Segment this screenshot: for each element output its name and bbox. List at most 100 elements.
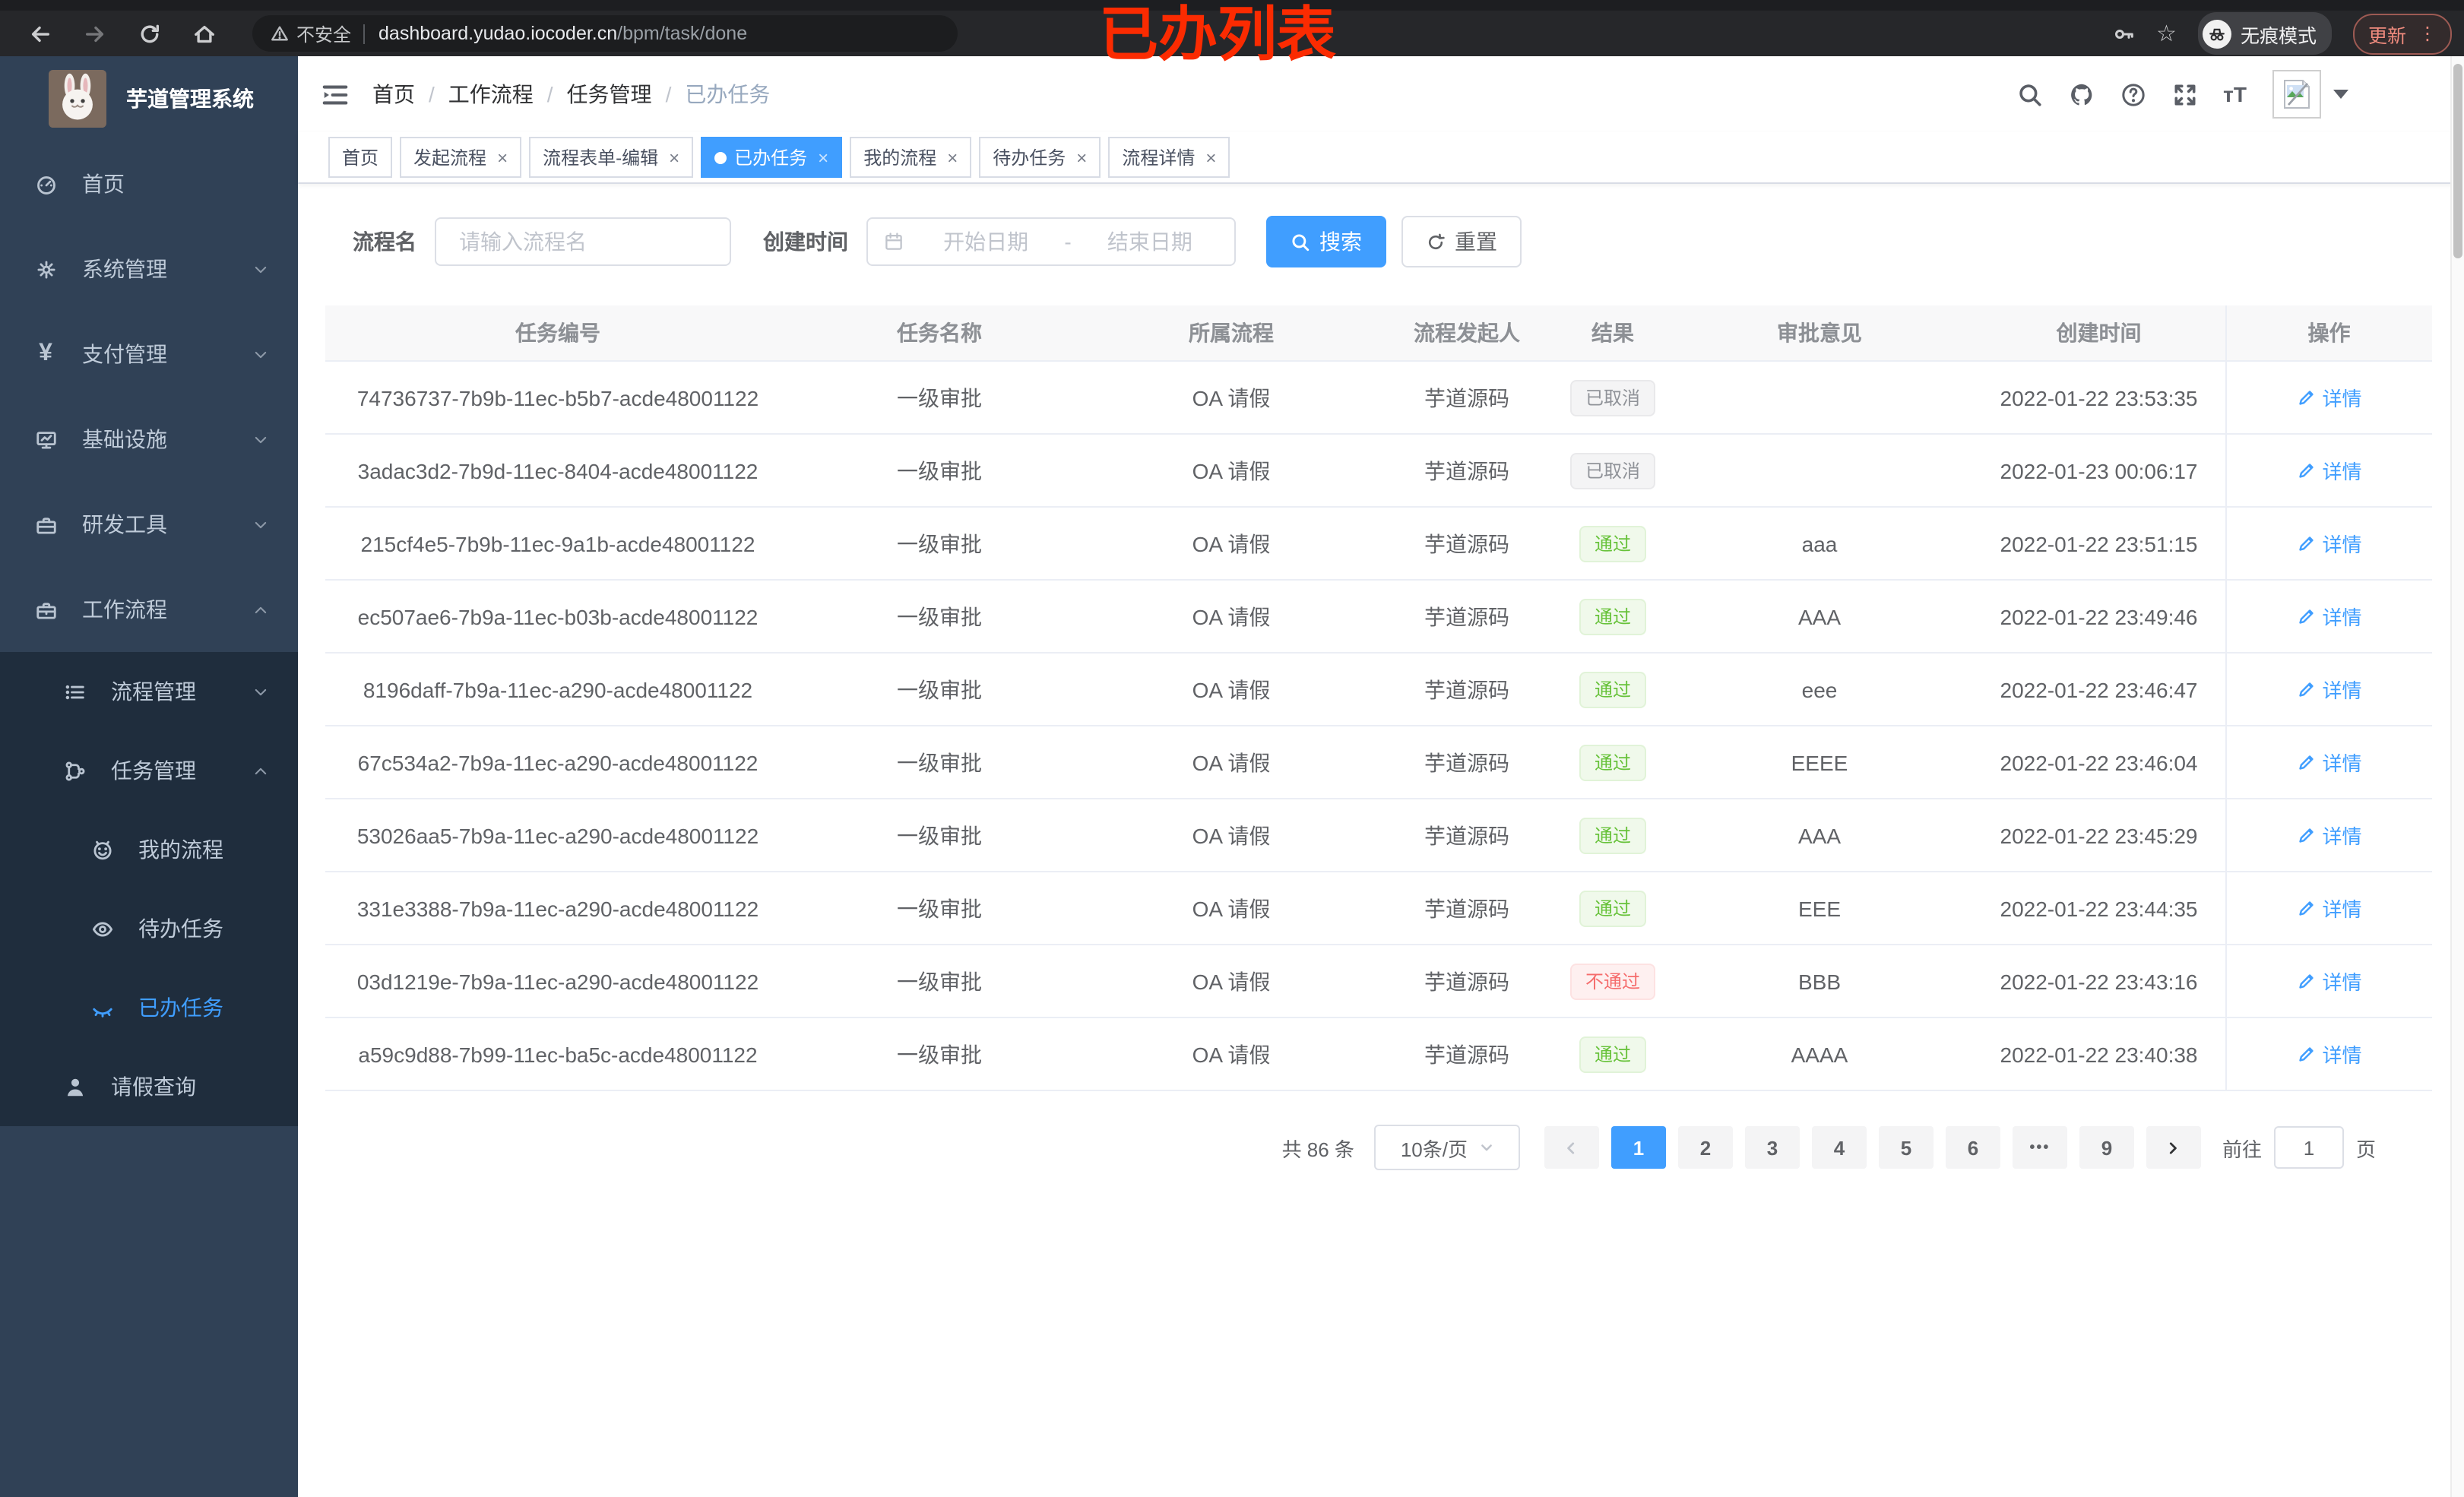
table-body: 74736737-7b9b-11ec-b5b7-acde48001122 一级审批…: [325, 361, 2432, 1091]
app-logo[interactable]: 芋道管理系统: [0, 56, 298, 141]
page-button-6[interactable]: 6: [1945, 1126, 2000, 1169]
detail-link[interactable]: 详情: [2296, 456, 2362, 485]
process-name-input[interactable]: 请输入流程名: [435, 217, 731, 266]
page-size-select[interactable]: 10条/页: [1373, 1125, 1520, 1170]
sidebar-item-task-mgmt[interactable]: 任务管理: [0, 731, 298, 810]
close-icon[interactable]: ×: [497, 147, 508, 168]
cell-actions: 详情: [2225, 945, 2432, 1018]
close-icon[interactable]: ×: [669, 147, 680, 168]
sidebar-item-process-mgmt[interactable]: 流程管理: [0, 652, 298, 731]
cell-starter: 芋道源码: [1374, 434, 1560, 508]
detail-link[interactable]: 详情: [2296, 821, 2362, 850]
page-button-9[interactable]: 9: [2079, 1126, 2134, 1169]
sidebar-item-infrastructure[interactable]: 基础设施: [0, 397, 298, 482]
start-date-placeholder[interactable]: 开始日期: [943, 229, 1029, 254]
scrollbar-thumb[interactable]: [2453, 64, 2462, 258]
close-icon[interactable]: ×: [1076, 147, 1088, 168]
avatar[interactable]: [2272, 70, 2321, 119]
cell-created: 2022-01-22 23:51:15: [1973, 507, 2225, 581]
cell-result: 已取消: [1560, 361, 1666, 435]
cell-comment: eee: [1666, 653, 1973, 726]
cell-task-id: 67c534a2-7b9a-11ec-a290-acde48001122: [325, 726, 790, 799]
search-button[interactable]: 搜索: [1266, 216, 1386, 267]
update-label[interactable]: 更新: [2367, 25, 2406, 46]
sidebar-item-dev-tools[interactable]: 研发工具: [0, 482, 298, 567]
password-key-icon[interactable]: [2112, 22, 2135, 45]
breadcrumb-item[interactable]: 任务管理: [566, 82, 652, 106]
tab-首页[interactable]: 首页: [328, 137, 393, 178]
sidebar-item-payment[interactable]: ¥ 支付管理: [0, 312, 298, 397]
tab-流程详情[interactable]: 流程详情 ×: [1108, 137, 1230, 178]
chevron-down-icon: [252, 683, 269, 700]
sidebar-item-workflow[interactable]: 工作流程: [0, 567, 298, 652]
sidebar-item-my-process[interactable]: 我的流程: [0, 810, 298, 889]
cell-task-name: 一级审批: [790, 1018, 1088, 1091]
reset-button[interactable]: 重置: [1401, 216, 1522, 267]
sidebar-item-system[interactable]: 系统管理: [0, 226, 298, 312]
sidebar-item-todo-tasks[interactable]: 待办任务: [0, 889, 298, 968]
detail-link[interactable]: 详情: [2296, 967, 2362, 995]
detail-link[interactable]: 详情: [2296, 1040, 2362, 1068]
user-avatar-menu[interactable]: [2272, 70, 2348, 119]
address-bar[interactable]: 不安全 dashboard.yudao.iocoder.cn/bpm/task/…: [252, 15, 958, 52]
fullscreen-icon[interactable]: [2171, 81, 2197, 107]
bookmark-star-icon[interactable]: ☆: [2156, 21, 2177, 46]
browser-menu-icon[interactable]: ⋮: [2418, 23, 2437, 44]
page-button-4[interactable]: 4: [1811, 1126, 1867, 1169]
result-badge: 不通过: [1569, 963, 1655, 999]
close-icon[interactable]: ×: [818, 147, 829, 168]
tab-发起流程[interactable]: 发起流程 ×: [400, 137, 522, 178]
breadcrumb-item[interactable]: 工作流程: [448, 82, 534, 106]
close-icon[interactable]: ×: [947, 147, 958, 168]
back-icon[interactable]: [21, 15, 58, 52]
sidebar-item-leave-query[interactable]: 请假查询: [0, 1047, 298, 1126]
sidebar-item-done-tasks[interactable]: 已办任务: [0, 968, 298, 1047]
face-icon: [88, 838, 116, 861]
sidebar-collapse-icon[interactable]: [321, 80, 350, 109]
tab-流程表单-编辑[interactable]: 流程表单-编辑 ×: [529, 137, 694, 178]
forward-icon[interactable]: [76, 15, 112, 52]
tab-我的流程[interactable]: 我的流程 ×: [850, 137, 972, 178]
page-ellipsis[interactable]: •••: [2012, 1126, 2067, 1169]
sidebar-item-home[interactable]: 首页: [0, 141, 298, 226]
page-button-5[interactable]: 5: [1878, 1126, 1934, 1169]
home-icon[interactable]: [185, 15, 222, 52]
search-icon[interactable]: [2016, 81, 2042, 107]
security-warning-label[interactable]: 不安全: [296, 24, 352, 45]
prev-page-button[interactable]: [1544, 1126, 1599, 1169]
tab-待办任务[interactable]: 待办任务 ×: [979, 137, 1101, 178]
gear-icon: [32, 258, 59, 280]
cell-starter: 芋道源码: [1374, 361, 1560, 435]
goto-page-input[interactable]: 1: [2273, 1126, 2344, 1169]
date-range-picker[interactable]: 开始日期 - 结束日期: [866, 217, 1236, 266]
page-scrollbar[interactable]: [2450, 56, 2464, 1497]
reload-icon[interactable]: [131, 15, 167, 52]
help-icon[interactable]: [2120, 81, 2146, 107]
incognito-badge: 无痕模式: [2197, 12, 2332, 55]
detail-link[interactable]: 详情: [2296, 894, 2362, 923]
browser-update-button[interactable]: 更新 ⋮: [2352, 13, 2452, 54]
yen-icon: ¥: [39, 340, 52, 366]
github-icon[interactable]: [2068, 81, 2094, 107]
detail-link[interactable]: 详情: [2296, 602, 2362, 631]
next-page-button[interactable]: [2146, 1126, 2201, 1169]
detail-link[interactable]: 详情: [2296, 529, 2362, 558]
detail-link[interactable]: 详情: [2296, 748, 2362, 777]
cell-process: OA 请假: [1088, 507, 1374, 581]
tab-已办任务[interactable]: 已办任务 ×: [701, 137, 843, 178]
url-text[interactable]: dashboard.yudao.iocoder.cn/bpm/task/done: [378, 23, 747, 44]
end-date-placeholder[interactable]: 结束日期: [1107, 229, 1192, 254]
detail-link[interactable]: 详情: [2296, 675, 2362, 704]
detail-label: 详情: [2322, 388, 2362, 410]
cell-result: 通过: [1560, 726, 1666, 799]
breadcrumb-item[interactable]: 首页: [372, 82, 415, 106]
page-button-2[interactable]: 2: [1677, 1126, 1733, 1169]
close-icon[interactable]: ×: [1205, 147, 1217, 168]
calendar-icon: [883, 231, 904, 252]
cell-actions: 详情: [2225, 799, 2432, 872]
page-button-3[interactable]: 3: [1744, 1126, 1800, 1169]
page-button-1[interactable]: 1: [1610, 1126, 1666, 1169]
detail-link[interactable]: 详情: [2296, 383, 2362, 412]
font-size-icon[interactable]: тT: [2223, 82, 2247, 106]
cell-process: OA 请假: [1088, 799, 1374, 872]
